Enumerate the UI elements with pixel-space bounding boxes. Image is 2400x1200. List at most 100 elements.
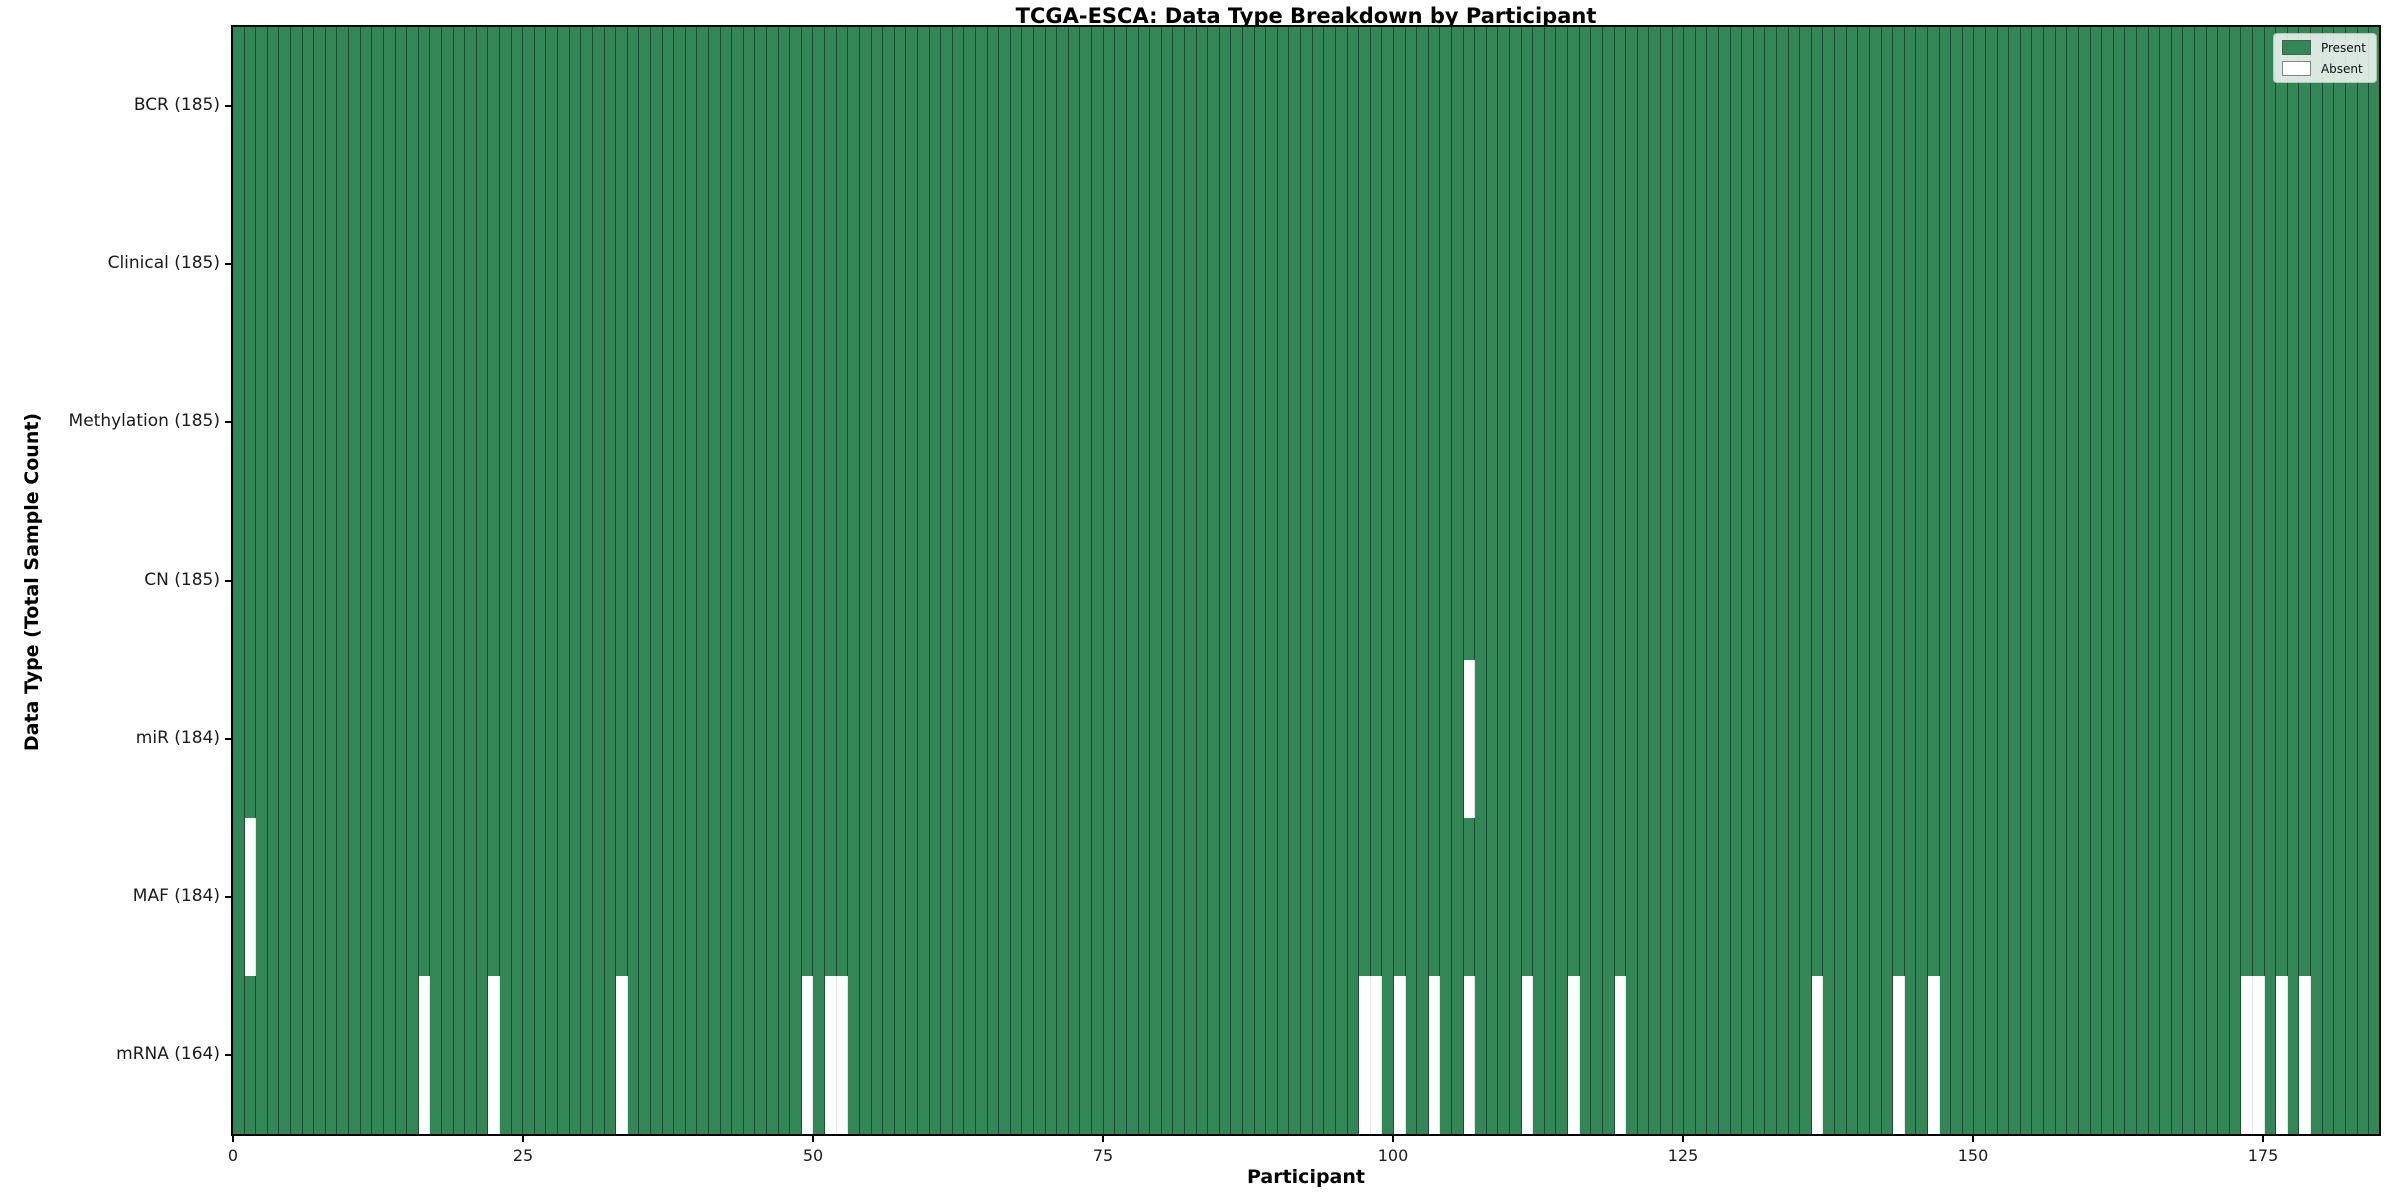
cell-present: [2183, 185, 2195, 344]
cell-present: [2206, 501, 2219, 660]
cell-present: [825, 27, 837, 186]
cell-present: [1811, 27, 1824, 186]
cell-present: [1335, 817, 1348, 976]
cell-present: [360, 185, 373, 344]
legend-item-present: Present: [2281, 40, 2366, 55]
cell-present: [917, 975, 930, 1134]
cell-present: [407, 659, 419, 818]
cell-present: [732, 501, 744, 660]
cell-present: [1034, 343, 1046, 502]
cell-present: [639, 501, 651, 660]
y-tick-label-MAF: MAF (184): [132, 885, 220, 906]
cell-present: [2334, 185, 2346, 344]
cell-present: [2194, 659, 2207, 818]
cell-present: [708, 501, 721, 660]
cell-present: [1451, 817, 1464, 976]
cell-present: [1846, 817, 1859, 976]
cell-present: [1196, 975, 1209, 1134]
cell-present: [233, 817, 245, 976]
cell-present: [2194, 27, 2207, 186]
cell-present: [1312, 975, 1325, 1134]
cell-present: [1742, 501, 1754, 660]
cell-present: [1173, 343, 1185, 502]
cell-present: [2148, 975, 2161, 1134]
cell-present: [2241, 185, 2254, 344]
cell-present: [1312, 343, 1325, 502]
cell-present: [1208, 501, 1220, 660]
cell-present: [2171, 817, 2184, 976]
cell-present: [1428, 817, 1441, 976]
cell-present: [1997, 817, 2010, 976]
cell-present: [476, 659, 489, 818]
cell-present: [558, 343, 570, 502]
cell-present: [2322, 659, 2335, 818]
cell-present: [1196, 185, 1209, 344]
cell-present: [244, 343, 257, 502]
cell-present: [1823, 659, 1836, 818]
cell-present: [1370, 343, 1383, 502]
cell-present: [941, 501, 953, 660]
cell-present: [1846, 659, 1859, 818]
cell-present: [1951, 975, 1963, 1134]
cell-present: [407, 343, 419, 502]
cell-present: [1556, 343, 1569, 502]
cell-present: [372, 501, 384, 660]
cell-present: [2334, 975, 2346, 1134]
cell-present: [1544, 975, 1557, 1134]
cell-present: [1986, 659, 1998, 818]
cell-present: [1115, 27, 1127, 186]
cell-present: [1219, 975, 1232, 1134]
cell-present: [1277, 27, 1290, 186]
cell-present: [418, 501, 431, 660]
cell-present: [1974, 501, 1987, 660]
cell-present: [1533, 817, 1545, 976]
cell-present: [558, 27, 570, 186]
cell-present: [1777, 343, 1789, 502]
cell-present: [349, 817, 361, 976]
cell-present: [2253, 343, 2265, 502]
cell-present: [1684, 343, 1696, 502]
cell-present: [2148, 659, 2161, 818]
cell-present: [825, 343, 837, 502]
cell-present: [1254, 975, 1267, 1134]
cell-present: [488, 27, 501, 186]
cell-present: [1231, 185, 1244, 344]
cell-present: [1393, 343, 1406, 502]
cell-present: [395, 343, 408, 502]
cell-present: [1753, 659, 1766, 818]
cell-present: [1962, 343, 1975, 502]
cell-present: [395, 975, 408, 1134]
cell-present: [1057, 659, 1069, 818]
cell-present: [999, 501, 1011, 660]
cell-present: [2113, 27, 2126, 186]
cell-present: [1080, 27, 1093, 186]
cell-present: [1034, 659, 1046, 818]
cell-present: [848, 185, 860, 344]
cell-present: [1835, 659, 1847, 818]
cell-present: [1904, 501, 1917, 660]
cell-present: [1811, 501, 1824, 660]
cell-present: [1684, 975, 1696, 1134]
cell-present: [1463, 501, 1476, 660]
cell-present: [883, 343, 895, 502]
cell-present: [2357, 27, 2370, 186]
cell-present: [2299, 343, 2312, 502]
cell-present: [1010, 343, 1023, 502]
x-tick-label-150: 150: [1957, 1146, 1989, 1165]
cell-present: [511, 343, 524, 502]
cell-present: [1324, 27, 1336, 186]
cell-present: [2078, 817, 2091, 976]
cell-present: [2067, 501, 2079, 660]
cell-present: [1962, 975, 1975, 1134]
cell-present: [1440, 817, 1452, 976]
cell-present: [1092, 185, 1104, 344]
cell-present: [1579, 185, 1592, 344]
cell-present: [906, 185, 918, 344]
cell-present: [1626, 501, 1638, 660]
cell-absent: [2276, 975, 2288, 1134]
cell-present: [1556, 501, 1569, 660]
cell-present: [767, 975, 779, 1134]
cell-present: [325, 27, 338, 186]
cell-present: [1823, 975, 1836, 1134]
